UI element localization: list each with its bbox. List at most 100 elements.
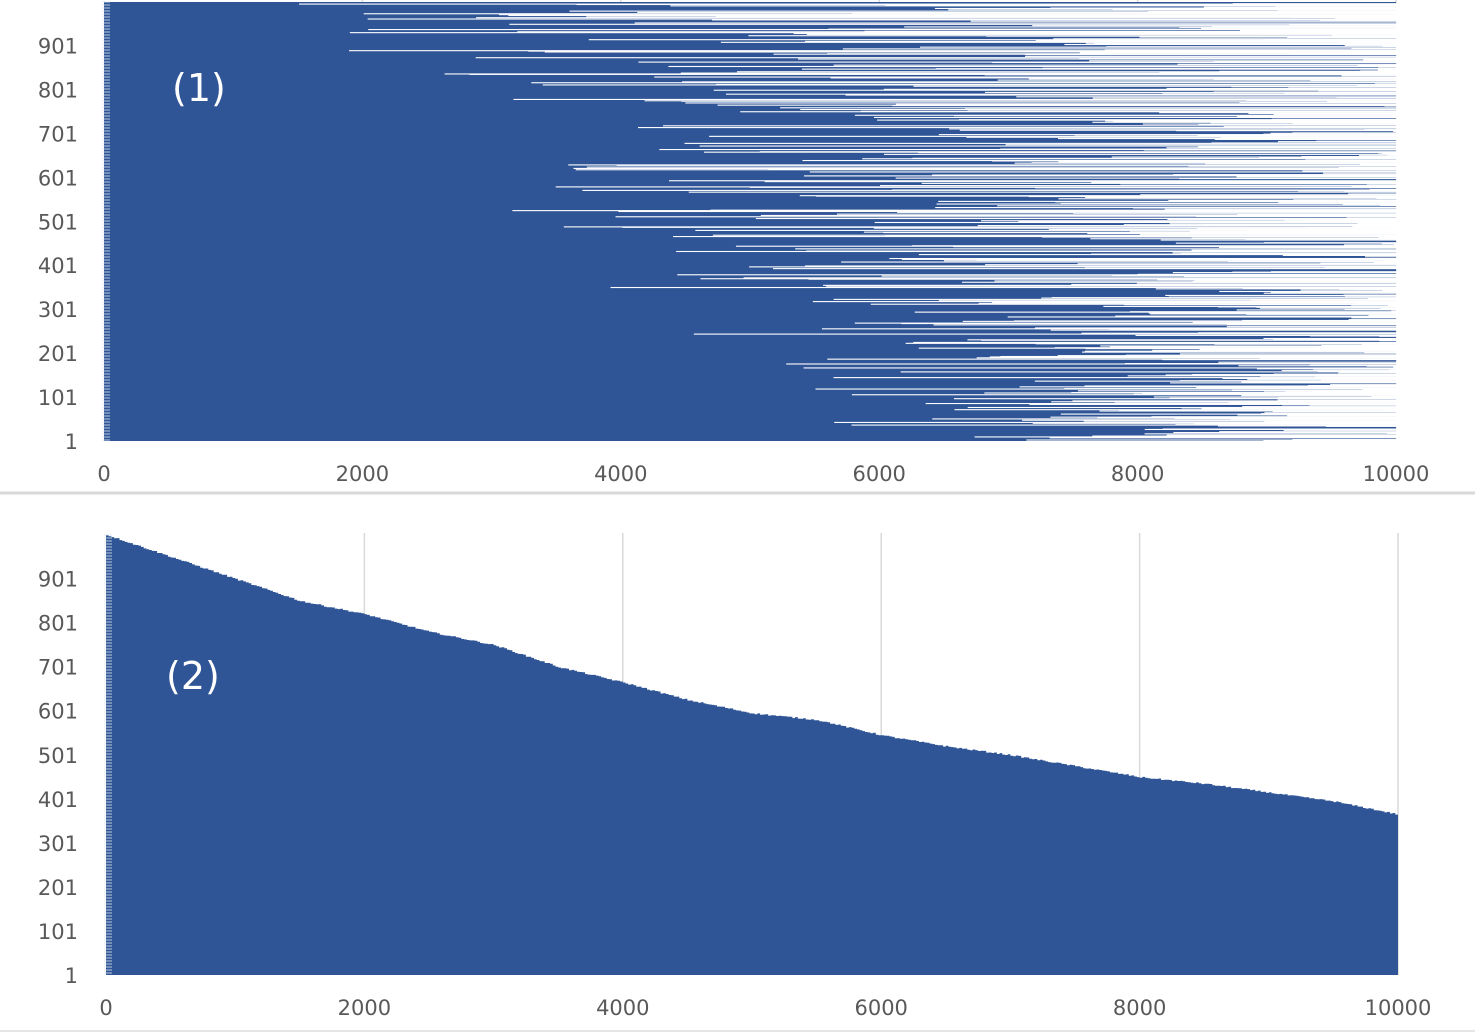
bar-gap — [1022, 419, 1397, 421]
bar-gap — [1125, 362, 1397, 365]
bar-gap — [634, 22, 1397, 24]
bar-gap — [1361, 344, 1397, 346]
bar-gap — [938, 300, 1397, 302]
bar-gap — [1292, 132, 1397, 134]
bar-gap — [1332, 34, 1397, 36]
bar-gap — [966, 136, 1397, 138]
bar-gap — [1028, 78, 1397, 80]
bar-gap — [1148, 312, 1397, 314]
bar-gap — [985, 264, 1397, 266]
bar-gap — [1115, 315, 1397, 317]
bar-gap — [1242, 287, 1397, 289]
bar-gap — [1164, 208, 1397, 210]
bar-gap — [873, 116, 1397, 119]
bar-gap — [1278, 202, 1397, 204]
bar-gap — [935, 206, 1397, 209]
bar-gap — [573, 167, 1397, 169]
bar-gap — [793, 32, 1397, 35]
panel-1-label: (1) — [172, 66, 226, 110]
bar-gap — [1162, 428, 1397, 430]
bar-gap — [638, 127, 1397, 129]
bar-gap — [555, 186, 1397, 188]
bar-gap — [889, 257, 1397, 260]
panel-1: 1 101 201 301 401 501 601 701 801 901 0 2000 4000 60… — [38, 0, 1429, 486]
bar-gap — [699, 145, 1397, 147]
bar-gap — [1129, 311, 1397, 313]
y-tick-label: 801 — [38, 612, 78, 636]
x-tick-label: 6000 — [854, 996, 907, 1020]
bar-gap — [1283, 429, 1397, 431]
y-tick-label: 101 — [38, 386, 78, 410]
bar-gap — [1166, 87, 1397, 90]
bar-gap — [637, 11, 1397, 13]
bar-gap — [1239, 101, 1397, 104]
bar-gap — [1162, 93, 1397, 95]
bar-gap — [764, 181, 1397, 183]
bar-gap — [1320, 262, 1397, 264]
bar-gap — [712, 19, 1397, 21]
bar-gap — [799, 195, 1397, 197]
bar-gap — [1351, 47, 1397, 50]
bar-gap — [1166, 434, 1397, 436]
bar-gap — [1071, 283, 1397, 286]
bar-gap — [978, 302, 1397, 304]
bar-gap — [1167, 218, 1397, 220]
bar-gap — [833, 298, 1397, 300]
bar-gap — [823, 284, 1397, 286]
bar-gap — [802, 159, 1397, 162]
bar-gap — [685, 102, 1397, 104]
bar-gap — [806, 33, 1397, 35]
y-tick-label: 601 — [38, 166, 78, 190]
bar-gap — [1109, 346, 1397, 348]
bar-gap — [1281, 370, 1397, 372]
bar-gap — [1323, 172, 1397, 174]
bar-gap — [1140, 194, 1397, 196]
bar-gap — [1231, 389, 1397, 391]
bar-gap — [716, 83, 1397, 86]
bar-gap — [444, 73, 1398, 75]
bar-gap — [1000, 148, 1397, 150]
panel-1-bars — [102, 1, 1398, 442]
bar-gap — [1213, 91, 1397, 93]
y-tick-label: 501 — [38, 210, 78, 234]
bar-gap — [804, 265, 1397, 267]
bar-gap — [976, 357, 1397, 359]
bar-gap — [513, 98, 1397, 100]
bar-gap — [688, 191, 1397, 193]
bar-gap — [1165, 294, 1397, 296]
bar-gap — [1093, 43, 1397, 45]
bar-gap — [1111, 156, 1397, 158]
bar-gap — [912, 157, 1397, 159]
bar-gap — [1200, 27, 1397, 29]
x-tick-label: 4000 — [594, 462, 647, 486]
bar-gap — [1144, 433, 1397, 435]
bar-gap — [1142, 123, 1397, 125]
bar-gap — [1139, 36, 1397, 38]
bar-gap — [1060, 203, 1397, 205]
x-tick-label: 8000 — [1111, 462, 1164, 486]
bar-gap — [845, 94, 1397, 96]
bar-gap — [1005, 144, 1397, 146]
bar-gap — [1127, 375, 1397, 377]
bar-gap — [1201, 408, 1397, 410]
bar-gap — [760, 214, 1397, 217]
bar-gap — [1092, 97, 1397, 99]
bar-gap — [1091, 253, 1397, 255]
bar-gap — [363, 13, 1397, 15]
bar-gap — [821, 328, 1397, 330]
y-tick-label: 701 — [38, 122, 78, 146]
bar-gap — [938, 200, 1397, 202]
bar-gap — [1179, 353, 1397, 355]
bar-gap — [1168, 199, 1397, 202]
bar-gap — [1389, 369, 1397, 371]
bar-gap — [830, 77, 1397, 79]
bar-gap — [1292, 439, 1397, 441]
bar-gap — [809, 171, 1397, 173]
bar-gap — [1081, 351, 1397, 353]
bar-gap — [874, 221, 1397, 224]
bar-gap — [1277, 10, 1397, 12]
y-tick-label: 401 — [38, 788, 78, 812]
bar-gap — [833, 377, 1397, 379]
bar-gap — [476, 17, 1398, 19]
